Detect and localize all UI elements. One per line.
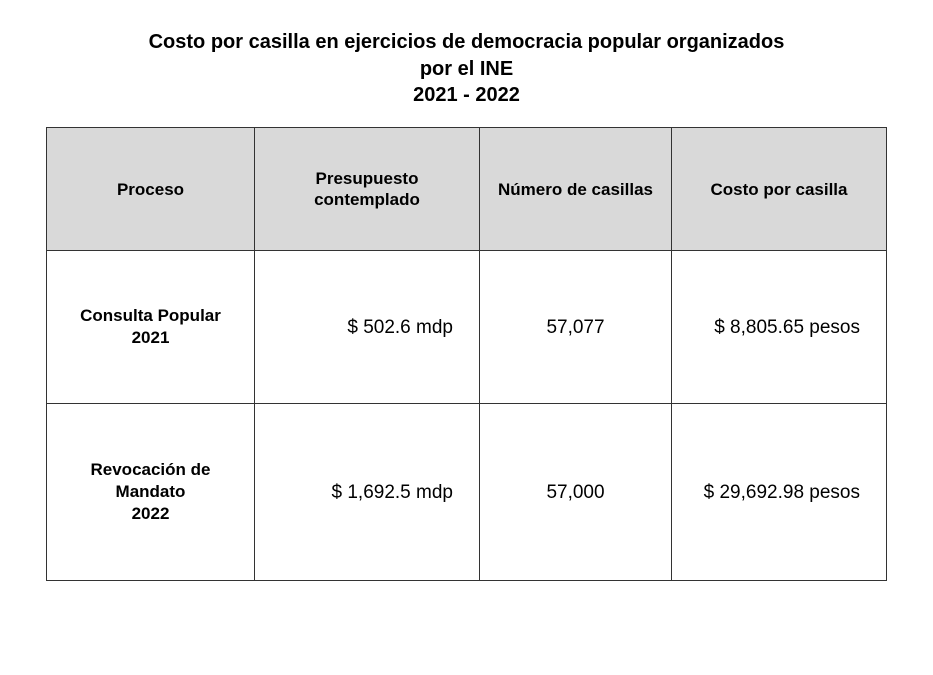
cell-text: $ 8,805.65 pesos [714, 316, 860, 338]
value-cell: $ 1,692.5 mdp [254, 403, 480, 581]
title-line: Costo por casilla en ejercicios de democ… [148, 31, 785, 53]
value-cell: $ 502.6 mdp [254, 250, 480, 404]
cell-text: $ 29,692.98 pesos [703, 481, 860, 503]
cell-text: 57,000 [546, 481, 605, 503]
table-row: Consulta Popular 2021 $ 502.6 mdp 57,077 $ 8… [46, 250, 887, 404]
header-text: contemplado [314, 190, 420, 209]
cell-text: 57,077 [546, 316, 605, 338]
table-row: Revocación de Mandato 2022 $ 1,692.5 mdp 57,… [46, 403, 887, 581]
process-cell: Revocación de Mandato 2022 [46, 403, 255, 581]
cell-text: Consulta Popular [80, 306, 221, 325]
header-text: Proceso [116, 179, 185, 199]
value-cell: 57,000 [479, 403, 672, 581]
cost-table: Proceso Presupuesto contemplado Número de c… [46, 127, 887, 581]
title-line: 2021 - 2022 [413, 84, 520, 106]
value-cell: 57,077 [479, 250, 672, 404]
header-text: Costo por casilla [710, 179, 848, 199]
title: Costo por casilla en ejercicios de democ… [0, 29, 933, 109]
column-header: Número de casillas [479, 127, 672, 251]
column-header: Costo por casilla [671, 127, 887, 251]
cell-text: $ 1,692.5 mdp [331, 481, 453, 503]
title-line: por el INE [419, 57, 514, 80]
header-text: Presupuesto [315, 169, 419, 188]
header-row: Proceso Presupuesto contemplado Número de c… [46, 127, 887, 251]
column-header: Presupuesto contemplado [254, 127, 480, 251]
cell-text: 2022 [131, 504, 170, 523]
cell-text: Revocación de [90, 460, 211, 479]
cell-text: $ 502.6 mdp [347, 316, 453, 338]
header-text: Número de casillas [498, 179, 653, 199]
value-cell: $ 29,692.98 pesos [671, 403, 887, 581]
process-cell: Consulta Popular 2021 [46, 250, 255, 404]
value-cell: $ 8,805.65 pesos [671, 250, 887, 404]
table-body: Consulta Popular 2021 $ 502.6 mdp 57,077 $ 8… [46, 250, 887, 581]
cell-text: Mandato [115, 482, 186, 501]
column-header: Proceso [46, 127, 255, 251]
cell-text: 2021 [131, 328, 170, 347]
